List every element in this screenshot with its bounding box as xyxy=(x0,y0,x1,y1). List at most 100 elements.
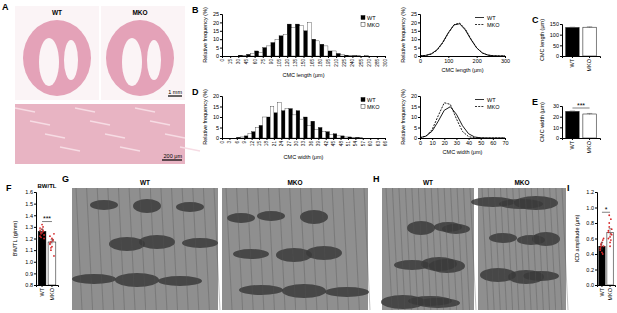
y-axis-tick-mark xyxy=(560,45,562,46)
y-axis-tick-mark xyxy=(418,96,420,97)
legend-swatch xyxy=(361,16,365,20)
image-label: WT xyxy=(140,179,150,186)
bar xyxy=(48,242,56,285)
x-axis-tick-label: 15 xyxy=(228,59,233,65)
error-bar xyxy=(50,240,53,245)
y-axis-tick-label: 10 xyxy=(553,125,559,131)
bar xyxy=(378,138,382,139)
y-axis: 0102030 xyxy=(553,103,563,141)
y-axis-tick: 50 xyxy=(553,43,562,49)
x-axis-tick-mark xyxy=(328,56,329,58)
bar xyxy=(361,56,365,57)
y-axis-tick-label: 25 xyxy=(213,11,219,17)
panel-label: I xyxy=(567,183,570,193)
x-axis-tick-label: 12 xyxy=(250,141,255,147)
x-axis-tick: 300 xyxy=(383,56,388,67)
y-axis-tick: 15 xyxy=(411,28,420,34)
x-axis-tick-label: 255 xyxy=(359,59,364,67)
x-axis-tick-label: 0 xyxy=(220,141,225,144)
point xyxy=(42,226,44,228)
x-axis-tick: 75 xyxy=(261,56,266,64)
x-axis-tick-label: 135 xyxy=(293,59,298,67)
x-axis-tick-mark xyxy=(311,138,312,140)
micrograph xyxy=(222,188,370,310)
x-axis-tick-mark xyxy=(238,56,239,58)
chart-title: BW/TL xyxy=(38,183,57,189)
bar xyxy=(248,134,252,138)
y-axis-line xyxy=(220,15,223,57)
y-axis-tick-label: 0.8 xyxy=(586,220,594,226)
x-axis-tick: 300 xyxy=(501,56,510,64)
point xyxy=(50,247,52,249)
y-axis: 0.00.20.40.60.81.01.2 xyxy=(586,189,597,288)
y-axis-tick-label: 0 xyxy=(216,135,219,141)
bar xyxy=(348,137,352,138)
x-axis-tick: 30 xyxy=(294,138,299,146)
legend-swatch xyxy=(475,99,484,100)
y-axis-tick-mark xyxy=(34,285,36,286)
y-axis-tick: 0.8 xyxy=(25,282,36,288)
y-axis-line xyxy=(418,15,421,57)
legend-label: WT xyxy=(367,15,376,21)
x-axis-tick: 0 xyxy=(419,138,422,146)
legend: WTMKO xyxy=(475,15,500,28)
y-axis-tick-mark xyxy=(418,22,420,23)
bar xyxy=(281,111,285,138)
y-axis-tick-mark xyxy=(418,48,420,49)
x-axis-tick-label: 0 xyxy=(419,58,422,64)
y-axis-tick-mark xyxy=(418,39,420,40)
y-axis-tick: 1.4 xyxy=(25,213,36,219)
x-axis-tick-mark xyxy=(266,138,267,140)
point xyxy=(602,253,604,255)
x-axis-tick-label: 90 xyxy=(269,59,274,65)
x-axis-tick: MKO xyxy=(586,138,592,154)
point xyxy=(608,222,610,224)
x-axis-tick-mark xyxy=(304,138,305,140)
legend-swatch xyxy=(475,106,484,107)
bar xyxy=(566,28,579,56)
point xyxy=(599,247,601,249)
point xyxy=(608,230,610,232)
point xyxy=(610,218,612,220)
bar xyxy=(344,137,348,138)
point xyxy=(603,238,605,240)
x-axis-tick-mark xyxy=(274,138,275,140)
x-axis-tick: 240 xyxy=(350,56,355,67)
x-axis-tick: 30 xyxy=(236,56,241,64)
y-axis-tick-mark xyxy=(34,273,36,274)
y-axis-tick: 20 xyxy=(213,20,222,26)
y-axis-tick-label: 20 xyxy=(411,20,417,26)
y-axis-tick-label: 15 xyxy=(213,28,219,34)
x-axis-tick-mark xyxy=(246,56,247,58)
y-axis-tick-label: 1.3 xyxy=(25,224,33,230)
x-axis-tick: 60 xyxy=(368,138,373,146)
x-axis-tick-label: MKO xyxy=(586,58,592,71)
bar xyxy=(241,137,245,138)
bar xyxy=(279,36,283,56)
bar xyxy=(566,112,579,138)
x-axis-tick-mark xyxy=(259,138,260,140)
x-axis-tick-label: WT xyxy=(569,140,575,149)
y-axis-tick-label: 20 xyxy=(213,20,219,26)
bar xyxy=(583,114,596,138)
y-axis-tick-mark xyxy=(220,96,222,97)
plot-area xyxy=(566,111,596,138)
bar xyxy=(267,46,271,56)
x-axis-tick: 20 xyxy=(442,138,448,146)
bar xyxy=(607,232,613,285)
panel-label: F xyxy=(6,183,12,193)
x-axis-tick-mark xyxy=(42,285,43,287)
x-axis-tick-label: 100 xyxy=(444,58,453,64)
bar xyxy=(259,53,263,56)
y-axis-tick-mark xyxy=(34,227,36,228)
bar xyxy=(324,46,328,56)
y-axis-tick-label: 5 xyxy=(414,45,417,51)
x-axis-tick-label: 18 xyxy=(264,141,269,147)
panel-label: D xyxy=(192,87,199,97)
y-axis-tick: 150 xyxy=(550,21,562,27)
plot-area xyxy=(420,103,505,138)
x-axis-tick-mark xyxy=(222,138,223,140)
y-axis-tick: 0 xyxy=(556,135,562,141)
bar xyxy=(275,39,279,56)
histology-image xyxy=(15,6,185,164)
